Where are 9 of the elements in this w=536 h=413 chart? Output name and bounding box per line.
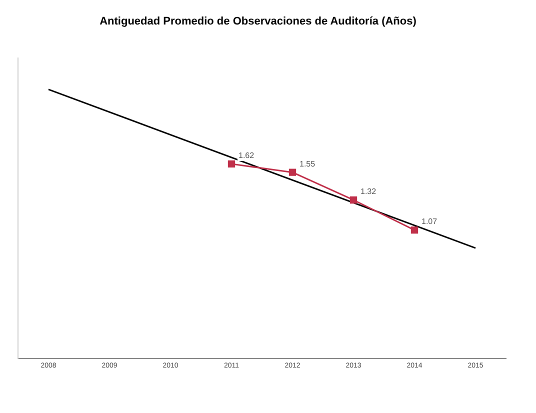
chart-title: Antiguedad Promedio de Observaciones de Auditoría (Años)	[100, 16, 417, 28]
point	[350, 196, 358, 204]
data-label: 1.62	[238, 151, 255, 160]
data-label: 1.55	[300, 160, 316, 169]
point	[228, 160, 236, 168]
point	[410, 226, 418, 234]
point	[288, 168, 296, 176]
data-label: 1.07	[422, 217, 438, 226]
data-label: 1.32	[360, 187, 377, 196]
